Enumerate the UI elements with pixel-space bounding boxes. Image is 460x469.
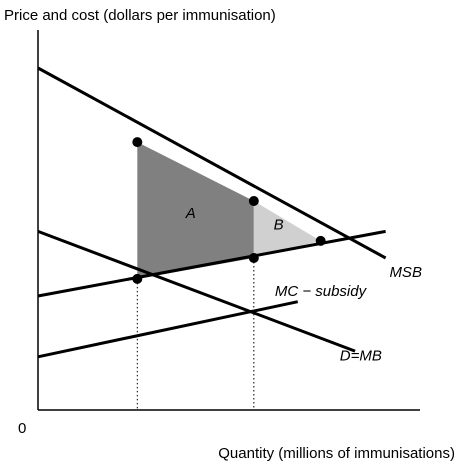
curve-mc	[37, 300, 299, 359]
y-axis-label: Price and cost (dollars per immunisation…	[4, 7, 276, 24]
point-2	[248, 196, 259, 206]
curve-d-mb	[37, 229, 356, 353]
shaded-areas	[137, 142, 321, 279]
curves	[37, 66, 387, 359]
point-1	[132, 137, 143, 148]
origin-label: 0	[18, 420, 26, 437]
dotted-guides	[136, 258, 255, 410]
points	[132, 137, 326, 284]
point-3	[315, 235, 326, 246]
area-a	[137, 142, 254, 279]
curve-label-mc-subsidy: MC − subsidy	[275, 283, 368, 300]
point-4	[132, 273, 143, 284]
curve-label-d-mb: D=MB	[340, 348, 382, 365]
point-5	[248, 253, 259, 263]
axes	[37, 30, 420, 411]
area-label-b: B	[274, 217, 284, 234]
curve-label-msb: MSB	[389, 264, 422, 281]
labels: Price and cost (dollars per immunisation…	[4, 7, 455, 462]
curve-msb	[37, 66, 387, 260]
x-axis-label: Quantity (millions of immunisations)	[218, 445, 455, 462]
curve-mc-subsidy	[37, 229, 386, 298]
area-b	[253, 201, 321, 258]
area-label-a: A	[185, 205, 196, 222]
